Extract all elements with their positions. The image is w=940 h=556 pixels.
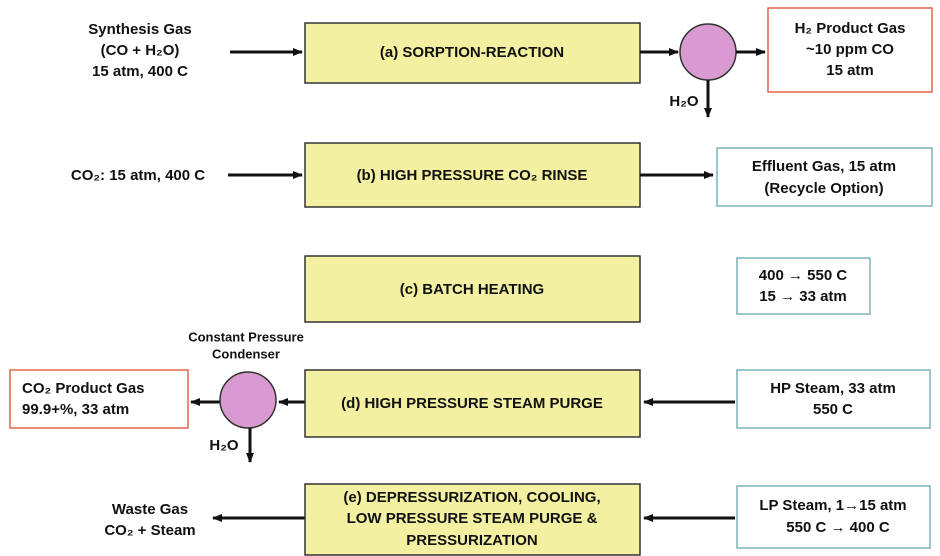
step-box — [304, 369, 641, 438]
feed-box — [736, 369, 931, 429]
product-box — [767, 7, 933, 93]
step-box — [304, 483, 641, 556]
product-text: 15 atm — [826, 62, 874, 79]
product-text: CO₂ Product Gas — [22, 380, 145, 397]
feed-text: (CO + H₂O) — [101, 42, 180, 59]
feed-text: CO₂: 15 atm, 400 C — [71, 167, 205, 184]
feed-text: HP Steam, 33 atm — [770, 380, 896, 397]
byproduct-label: H₂O — [669, 93, 698, 110]
product-text: (Recycle Option) — [764, 180, 883, 197]
product-text: ~10 ppm CO — [806, 41, 894, 58]
conditions-text: 15 → 33 atm — [759, 288, 847, 305]
condenser-label: Condenser — [212, 346, 280, 361]
feed-text: 550 C — [813, 401, 853, 418]
step-label: LOW PRESSURE STEAM PURGE & — [347, 510, 598, 527]
condenser — [219, 371, 277, 429]
separator — [679, 23, 737, 81]
byproduct-label: H₂O — [209, 437, 238, 454]
step-label: (d) HIGH PRESSURE STEAM PURGE — [341, 395, 603, 412]
product-text: Waste Gas — [112, 501, 188, 518]
feed-text: 15 atm, 400 C — [92, 63, 188, 80]
step-box — [304, 142, 641, 208]
product-text: H₂ Product Gas — [795, 20, 906, 37]
product-text: 99.9+%, 33 atm — [22, 401, 129, 418]
condenser-label: Constant Pressure — [188, 329, 304, 344]
step-label: (b) HIGH PRESSURE CO₂ RINSE — [357, 167, 588, 184]
product-text: Effluent Gas, 15 atm — [752, 158, 896, 175]
step-label: (c) BATCH HEATING — [400, 281, 544, 298]
product-box — [716, 147, 933, 207]
step-label: (a) SORPTION-REACTION — [380, 44, 564, 61]
conditions-text: 400 → 550 C — [759, 267, 848, 284]
step-label: (e) DEPRESSURIZATION, COOLING, — [343, 489, 600, 506]
feed-text: Synthesis Gas — [88, 21, 191, 38]
conditions-box — [736, 257, 871, 315]
step-box — [304, 255, 641, 323]
product-text: CO₂ + Steam — [104, 522, 195, 539]
feed-box — [736, 485, 931, 549]
step-label: PRESSURIZATION — [406, 532, 537, 549]
feed-text: 550 C → 400 C — [786, 519, 890, 536]
feed-text: LP Steam, 1→15 atm — [759, 497, 906, 514]
product-box — [9, 369, 189, 429]
